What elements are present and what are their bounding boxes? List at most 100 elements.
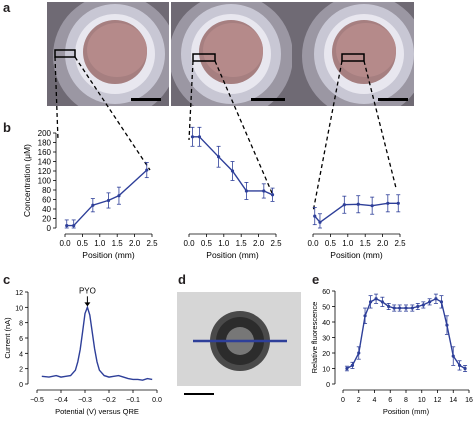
y-tick-label: 8 [19, 321, 23, 328]
data-point [386, 201, 390, 205]
zoom-connector-lines [54, 56, 397, 213]
data-point [410, 306, 414, 310]
x-tick-label: 2.0 [377, 239, 389, 248]
y-tick-label: 40 [42, 205, 51, 214]
zoom-connector [188, 60, 194, 141]
zoom-connector [74, 56, 151, 171]
x-tick-label: 8 [404, 397, 408, 404]
x-tick-label: −0.2 [102, 397, 116, 404]
data-point [439, 300, 444, 304]
y-axis-label: Current (nA) [3, 317, 12, 359]
scale-bar [184, 393, 214, 395]
data-point [396, 201, 400, 205]
x-tick-label: 16 [465, 397, 473, 404]
x-tick-label: 0.0 [307, 239, 319, 248]
x-tick-label: −0.3 [78, 397, 92, 404]
x-tick-label: 2.0 [129, 239, 141, 248]
x-tick-label: −0.5 [30, 397, 44, 404]
y-tick-label: 2 [19, 367, 23, 374]
y-tick-label: 50 [322, 305, 330, 312]
x-tick-label: −0.1 [126, 397, 140, 404]
chart-e: 0 2 4 6 8 10 12 14 16 Position (mm) 0 10 20 30 40 50 60R… [310, 289, 473, 416]
y-tick-label: 120 [38, 167, 52, 176]
x-tick-label: 10 [418, 397, 426, 404]
data-point [345, 366, 349, 371]
x-tick-label: 2.0 [253, 239, 265, 248]
data-point [398, 306, 402, 310]
zoom-connector [312, 60, 343, 213]
data-point [270, 193, 275, 197]
x-axis-label: Position (mm) [330, 250, 383, 260]
y-tick-label: 6 [19, 336, 23, 343]
data-point [463, 366, 467, 371]
data-point [262, 189, 266, 193]
series-line [66, 169, 148, 227]
y-tick-label: 4 [19, 351, 23, 358]
data-point [357, 351, 361, 355]
x-tick-label: 1.0 [218, 239, 230, 248]
panel-letter-b: b [3, 120, 11, 135]
data-point [416, 304, 420, 309]
chart-b2: 0.0 0.5 1.0 1.5 2.0 2.5 Position (mm) [183, 126, 282, 260]
y-tick-label: 60 [42, 196, 51, 205]
x-axis-label: Position (mm) [82, 250, 135, 260]
x-axis-label: Position (mm) [383, 407, 430, 416]
series-line [41, 305, 153, 381]
colony-photo-3 [292, 2, 414, 106]
y-tick-label: 20 [42, 215, 51, 224]
y-tick-label: 160 [38, 148, 52, 157]
chart-c: −0.5 −0.4 −0.3 −0.2 −0.1 0.0 Potential (V) ver… [3, 286, 162, 416]
x-axis-label: Position (mm) [206, 250, 259, 260]
x-tick-label: 2.5 [270, 239, 282, 248]
data-point [404, 306, 408, 310]
data-point [380, 300, 384, 304]
data-point [117, 194, 121, 198]
x-tick-label: 0.5 [201, 239, 213, 248]
data-point [313, 214, 317, 218]
data-point [350, 363, 355, 367]
y-tick-label: 0 [326, 382, 330, 389]
panel-letter-a: a [3, 0, 11, 15]
data-point [445, 323, 449, 327]
x-tick-label: 0.0 [59, 239, 71, 248]
y-tick-label: 0 [47, 224, 52, 233]
y-tick-label: 200 [38, 129, 52, 138]
x-tick-label: 1.0 [342, 239, 354, 248]
y-tick-label: 180 [38, 139, 52, 148]
y-axis-label: Relative fluorescence [310, 302, 319, 374]
x-tick-label: 2 [357, 397, 361, 404]
y-axis-label: Concentration (μM) [22, 144, 32, 217]
data-point [318, 220, 322, 224]
panel-letter-e: e [312, 272, 320, 287]
data-point [368, 300, 373, 304]
x-axis-label: Potential (V) versus QRE [55, 407, 139, 416]
x-tick-label: 0.5 [325, 239, 337, 248]
data-point [457, 363, 462, 367]
data-point [342, 203, 346, 207]
peak-annotation: PYO [79, 286, 96, 295]
data-point [190, 135, 195, 139]
chart-b3: 0.0 0.5 1.0 1.5 2.0 2.5 Position (mm) [307, 194, 406, 260]
x-tick-label: 4 [373, 397, 377, 404]
y-tick-label: 20 [322, 351, 330, 358]
data-point [197, 135, 202, 139]
zoom-connector [214, 60, 273, 194]
x-tick-label: 0 [341, 397, 345, 404]
x-tick-label: 0.5 [77, 239, 89, 248]
data-point [387, 304, 391, 309]
x-tick-label: 6 [388, 397, 392, 404]
y-tick-label: 10 [322, 367, 330, 374]
x-tick-label: 0.0 [152, 397, 162, 404]
data-point [370, 204, 374, 208]
colony-photo-2 [171, 2, 293, 106]
data-point [106, 198, 111, 203]
colony-photo-1 [47, 2, 169, 106]
data-point [421, 303, 425, 307]
data-point [145, 168, 149, 172]
y-tick-label: 140 [38, 158, 52, 167]
chart-b1: 0.0 0.5 1.0 1.5 2.0 2.5 Position (mm) 020406080… [22, 129, 158, 260]
x-tick-label: 1.5 [112, 239, 124, 248]
data-point [451, 354, 455, 358]
y-tick-label: 80 [42, 186, 51, 195]
